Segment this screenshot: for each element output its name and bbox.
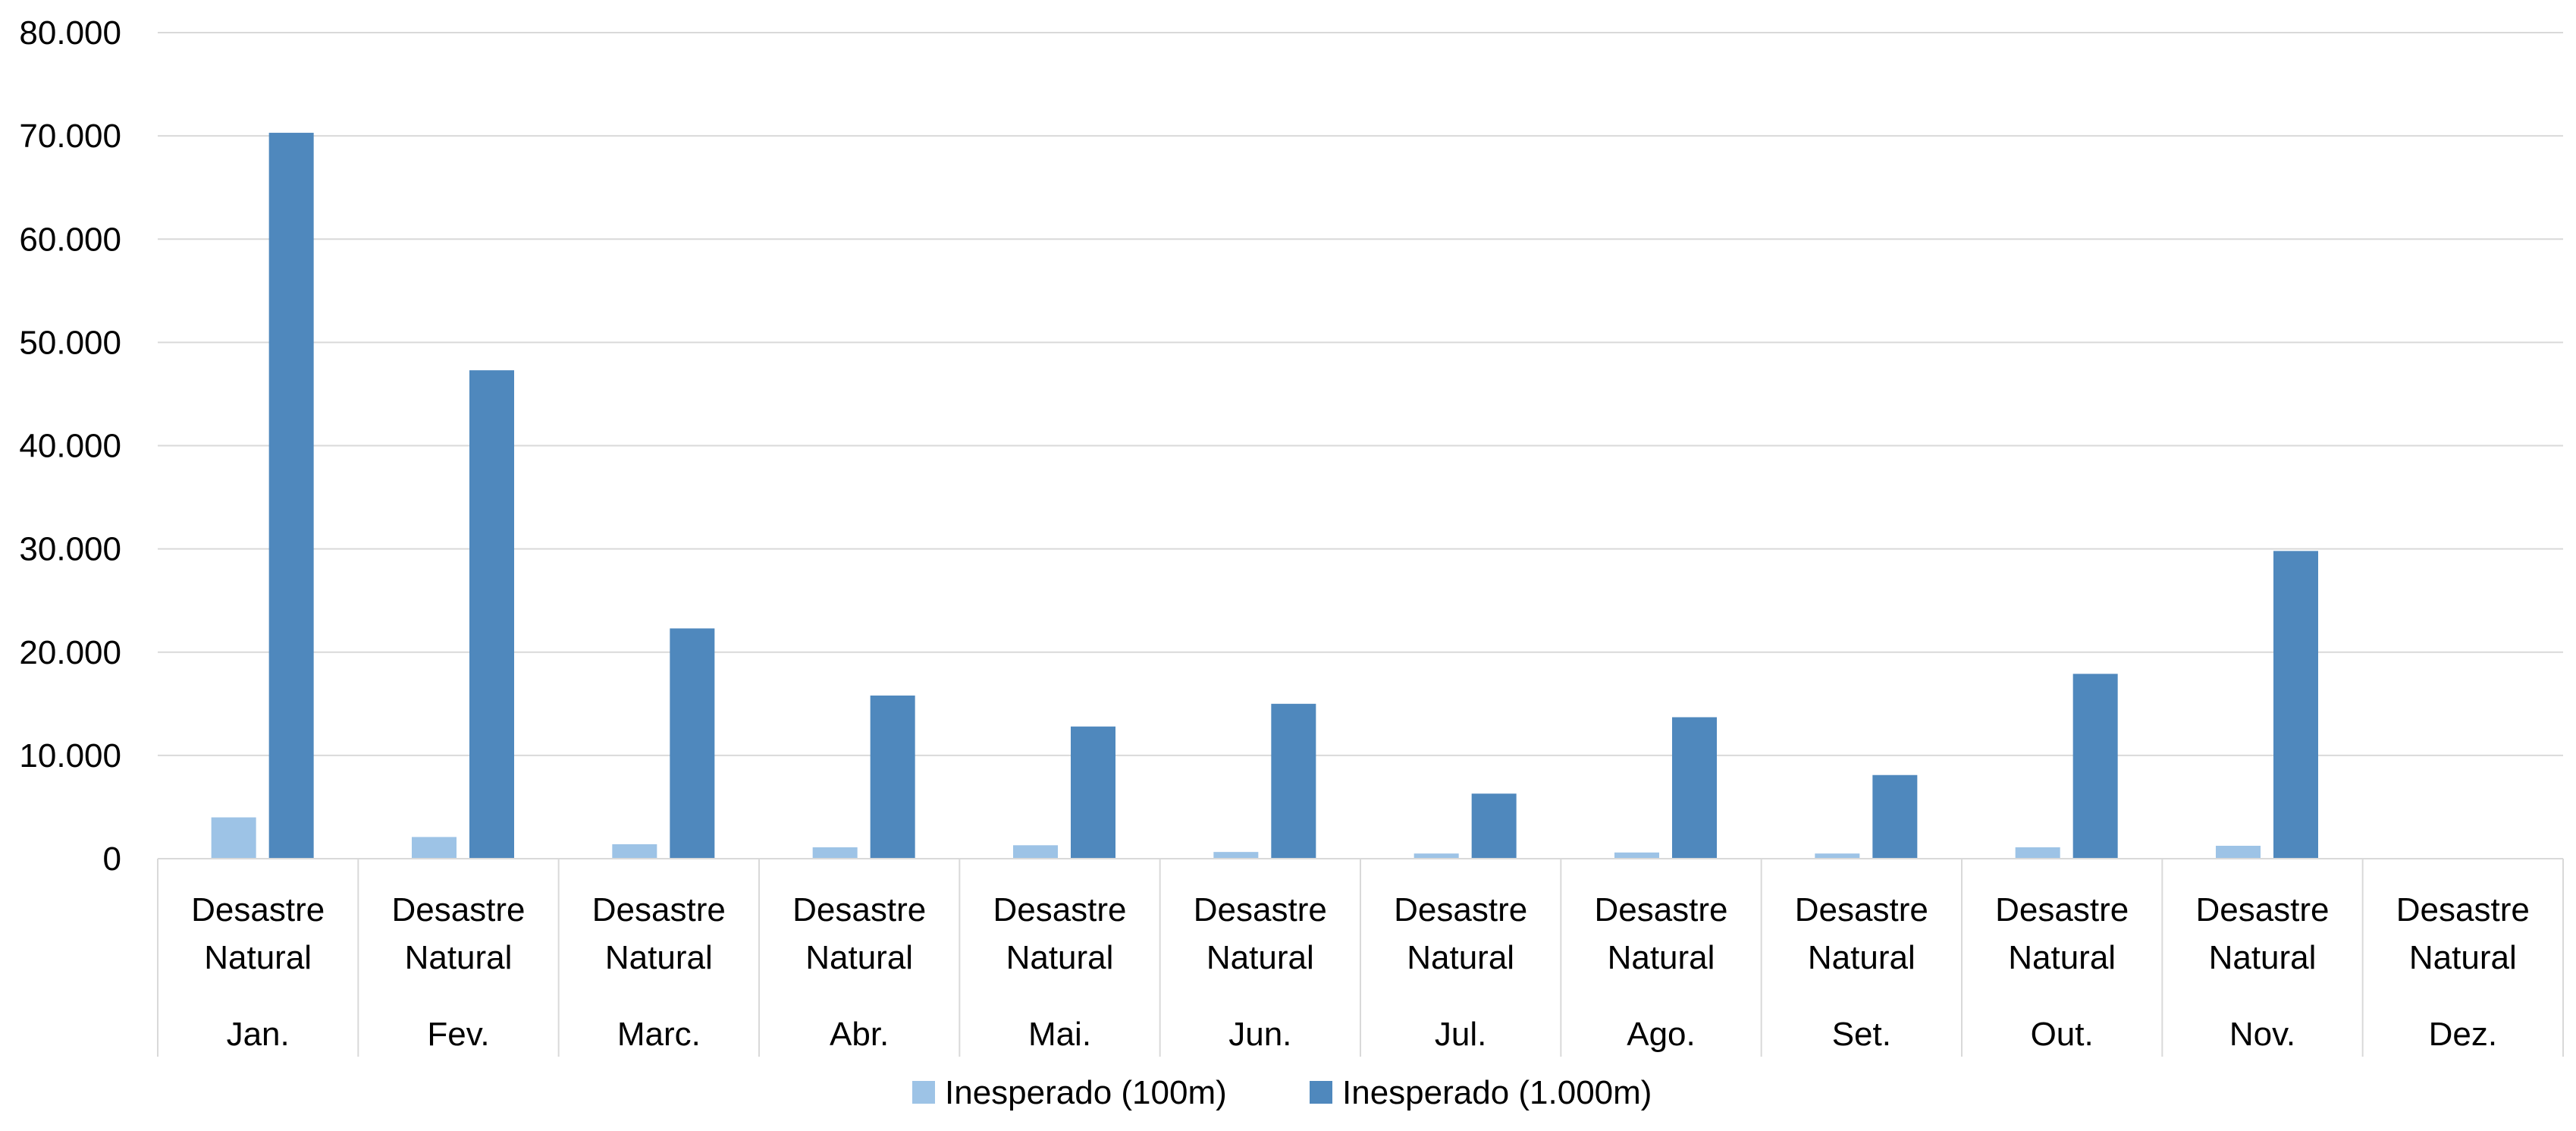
category-group-label: Desastre Natural — [592, 891, 726, 976]
y-tick-label: 10.000 — [19, 737, 121, 774]
y-axis-ticks: 0 10.000 20.000 30.000 40.000 50.000 60.000 70.… — [19, 14, 121, 878]
category-group-label: Desastre Natural — [1194, 891, 1327, 976]
category-labels: Desastre Natural Jan. Desastre Natural Fev. De… — [191, 891, 2530, 1053]
bar-inesperado-100m — [2015, 847, 2060, 859]
legend-swatch — [1310, 1081, 1332, 1104]
category-group-label: Desastre Natural — [1594, 891, 1727, 976]
category-group-label: Desastre Natural — [792, 891, 926, 976]
bar-inesperado-1000m — [268, 133, 314, 859]
bar-inesperado-1000m — [1872, 774, 1918, 859]
y-tick-label: 0 — [103, 840, 121, 878]
bar-inesperado-1000m — [2273, 551, 2318, 859]
y-tick-label: 50.000 — [19, 324, 121, 361]
gridlines — [158, 32, 2563, 756]
bar-inesperado-1000m — [670, 628, 715, 859]
legend-swatch — [912, 1081, 935, 1104]
category-month-label: Jul. — [1435, 1016, 1486, 1053]
legend-item: Inesperado (1.000m) — [1310, 1074, 1652, 1111]
y-tick-label: 60.000 — [19, 221, 121, 258]
category-month-label: Marc. — [617, 1016, 701, 1053]
category-group-label: Desastre Natural — [2195, 891, 2329, 976]
category-month-label: Jan. — [227, 1016, 290, 1053]
bar-inesperado-100m — [412, 837, 457, 859]
legend-item: Inesperado (100m) — [912, 1074, 1227, 1111]
bar-inesperado-100m — [612, 844, 657, 859]
category-group-label: Desastre Natural — [993, 891, 1126, 976]
y-tick-label: 40.000 — [19, 428, 121, 465]
bar-inesperado-1000m — [2072, 674, 2118, 859]
category-month-label: Abr. — [830, 1016, 889, 1053]
category-month-label: Out. — [2031, 1016, 2094, 1053]
category-group-label: Desastre Natural — [391, 891, 525, 976]
bar-inesperado-1000m — [1471, 793, 1517, 859]
category-group-label: Desastre Natural — [1995, 891, 2129, 976]
category-group-label: Desastre Natural — [191, 891, 325, 976]
category-group-label: Desastre Natural — [1394, 891, 1527, 976]
category-group-label: Desastre Natural — [2396, 891, 2530, 976]
bar-inesperado-1000m — [469, 370, 514, 859]
y-tick-label: 20.000 — [19, 634, 121, 671]
bar-inesperado-100m — [812, 847, 858, 859]
y-tick-label: 70.000 — [19, 118, 121, 155]
legend-label: Inesperado (1.000m) — [1342, 1074, 1652, 1111]
category-month-label: Ago. — [1627, 1016, 1696, 1053]
bar-inesperado-1000m — [1672, 717, 1717, 859]
category-month-label: Jun. — [1228, 1016, 1291, 1053]
bar-inesperado-100m — [1414, 853, 1459, 859]
y-tick-label: 30.000 — [19, 531, 121, 568]
bar-inesperado-1000m — [870, 695, 915, 859]
bars — [211, 133, 2318, 859]
category-group-label: Desastre Natural — [1795, 891, 1928, 976]
bar-inesperado-1000m — [1271, 703, 1316, 859]
category-month-label: Mai. — [1028, 1016, 1091, 1053]
category-month-label: Set. — [1832, 1016, 1891, 1053]
bar-inesperado-100m — [1815, 853, 1860, 859]
bar-inesperado-1000m — [1071, 726, 1115, 859]
bar-inesperado-100m — [211, 817, 256, 859]
legend: Inesperado (100m) Inesperado (1.000m) — [912, 1074, 1652, 1111]
y-tick-label: 80.000 — [19, 14, 121, 52]
category-month-label: Nov. — [2229, 1016, 2295, 1053]
category-month-label: Fev. — [427, 1016, 489, 1053]
legend-label: Inesperado (100m) — [945, 1074, 1227, 1111]
x-axis — [157, 858, 2564, 1057]
bar-inesperado-100m — [2216, 845, 2261, 859]
bar-inesperado-100m — [1614, 852, 1659, 859]
bar-inesperado-100m — [1013, 845, 1058, 859]
category-month-label: Dez. — [2429, 1016, 2497, 1053]
bar-inesperado-100m — [1213, 852, 1259, 859]
